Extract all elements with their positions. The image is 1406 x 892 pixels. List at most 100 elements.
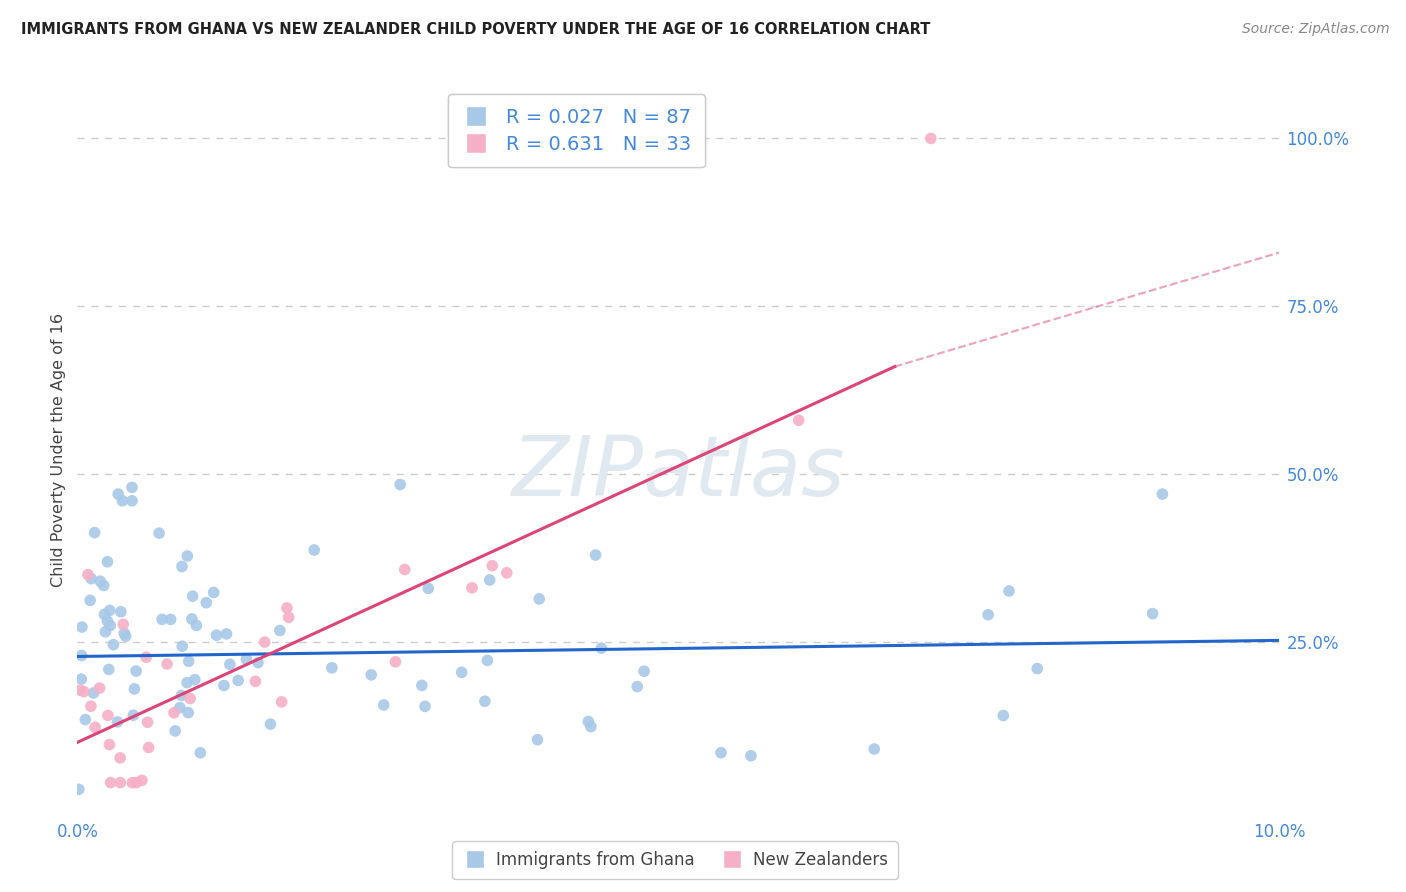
Point xyxy=(89,574,111,589)
Point xyxy=(215,627,238,641)
Point xyxy=(131,773,153,788)
Point xyxy=(411,678,433,692)
Point xyxy=(111,493,134,508)
Point xyxy=(526,732,548,747)
Point xyxy=(169,700,191,714)
Point xyxy=(121,493,143,508)
Point xyxy=(181,589,204,603)
Point xyxy=(69,683,91,698)
Point xyxy=(110,775,132,789)
Point xyxy=(112,626,135,640)
Point xyxy=(107,487,129,501)
Point xyxy=(321,661,343,675)
Point xyxy=(477,653,499,667)
Point xyxy=(93,607,115,622)
Point xyxy=(188,746,211,760)
Point xyxy=(67,782,90,797)
Point xyxy=(394,562,416,576)
Point xyxy=(202,585,225,599)
Point xyxy=(176,549,198,563)
Point xyxy=(184,673,207,687)
Point xyxy=(740,748,762,763)
Text: IMMIGRANTS FROM GHANA VS NEW ZEALANDER CHILD POVERTY UNDER THE AGE OF 16 CORRELA: IMMIGRANTS FROM GHANA VS NEW ZEALANDER C… xyxy=(21,22,931,37)
Point xyxy=(93,578,115,592)
Point xyxy=(579,720,602,734)
Point xyxy=(136,715,159,730)
Point xyxy=(70,620,93,634)
Point xyxy=(389,477,412,491)
Point xyxy=(124,681,146,696)
Point xyxy=(103,638,125,652)
Point xyxy=(302,543,325,558)
Point xyxy=(82,686,104,700)
Point xyxy=(495,566,517,580)
Point xyxy=(165,723,187,738)
Point xyxy=(529,591,551,606)
Point xyxy=(97,708,120,723)
Point xyxy=(125,664,148,678)
Point xyxy=(148,526,170,541)
Point xyxy=(83,525,105,540)
Point xyxy=(474,694,496,708)
Point xyxy=(177,654,200,668)
Point xyxy=(413,699,436,714)
Point xyxy=(110,605,132,619)
Point xyxy=(98,738,121,752)
Point xyxy=(360,668,382,682)
Point xyxy=(94,624,117,639)
Legend: Immigrants from Ghana, New Zealanders: Immigrants from Ghana, New Zealanders xyxy=(453,841,897,880)
Point xyxy=(218,657,240,672)
Point xyxy=(633,664,655,678)
Point xyxy=(1152,487,1174,501)
Point xyxy=(177,706,200,720)
Point xyxy=(84,720,107,734)
Point xyxy=(138,740,160,755)
Point xyxy=(170,559,193,574)
Point xyxy=(159,612,181,626)
Text: Source: ZipAtlas.com: Source: ZipAtlas.com xyxy=(1241,22,1389,37)
Point xyxy=(135,650,157,665)
Point xyxy=(98,603,121,617)
Point xyxy=(259,717,281,731)
Point xyxy=(163,706,186,720)
Point xyxy=(212,678,235,692)
Point xyxy=(156,657,179,671)
Point xyxy=(121,480,143,494)
Point xyxy=(79,593,101,607)
Point xyxy=(180,612,202,626)
Point xyxy=(80,699,103,714)
Point xyxy=(576,714,599,729)
Point xyxy=(998,584,1021,599)
Point xyxy=(172,639,194,653)
Point xyxy=(626,680,648,694)
Point xyxy=(77,567,100,582)
Point xyxy=(246,656,269,670)
Point xyxy=(73,684,96,698)
Point xyxy=(235,652,257,666)
Point xyxy=(481,558,503,573)
Point xyxy=(70,672,93,686)
Point xyxy=(585,548,607,562)
Point xyxy=(97,663,120,677)
Point xyxy=(80,572,103,586)
Point xyxy=(100,775,122,789)
Point xyxy=(186,618,208,632)
Point xyxy=(89,681,111,695)
Point xyxy=(112,617,135,632)
Point xyxy=(98,618,121,632)
Point xyxy=(107,714,129,729)
Point xyxy=(373,698,395,712)
Point xyxy=(96,614,118,628)
Point xyxy=(150,612,173,626)
Point xyxy=(276,601,298,615)
Point xyxy=(450,665,472,680)
Point xyxy=(253,635,276,649)
Point xyxy=(591,641,613,656)
Text: ZIPatlas: ZIPatlas xyxy=(512,432,845,513)
Point xyxy=(270,695,292,709)
Point xyxy=(122,708,145,723)
Point xyxy=(75,713,97,727)
Point xyxy=(179,691,201,706)
Y-axis label: Child Poverty Under the Age of 16: Child Poverty Under the Age of 16 xyxy=(51,313,66,588)
Point xyxy=(710,746,733,760)
